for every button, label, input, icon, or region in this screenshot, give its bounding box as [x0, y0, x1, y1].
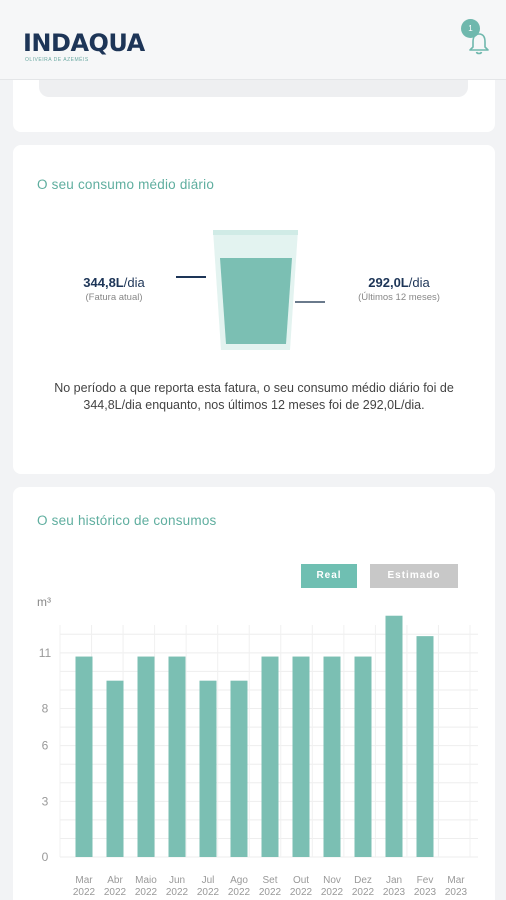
x-tick-year: 2022 [228, 887, 251, 898]
daily-consumption-title: O seu consumo médio diário [37, 177, 215, 192]
y-axis-label: m³ [37, 595, 51, 609]
previous-card [13, 80, 495, 132]
current-consumption-marker [176, 276, 206, 278]
y-tick-label: 0 [42, 850, 49, 864]
x-tick-month: Fev [417, 875, 434, 886]
average-consumption-marker [295, 301, 325, 303]
consumption-history-card: O seu histórico de consumos Real Estimad… [13, 487, 495, 900]
x-tick-year: 2022 [259, 887, 282, 898]
history-bar [292, 656, 310, 857]
x-tick-year: 2023 [383, 887, 406, 898]
x-tick-year: 2022 [197, 887, 220, 898]
current-consumption-label: (Fatura atual) [85, 292, 143, 303]
legend-estimated-button[interactable]: Estimado [370, 564, 458, 588]
current-consumption: 344,8L/dia (Fatura atual) [59, 275, 169, 303]
x-tick-year: 2022 [166, 887, 189, 898]
y-tick-label: 3 [42, 794, 49, 808]
y-tick-label: 11 [39, 646, 52, 660]
history-bar [323, 656, 341, 857]
consumption-history-title: O seu histórico de consumos [37, 513, 217, 528]
x-tick-month: Jan [386, 875, 402, 886]
x-tick-year: 2022 [321, 887, 344, 898]
x-tick-month: Ago [230, 875, 248, 886]
water-glass-icon [213, 230, 298, 350]
x-tick-year: 2023 [445, 887, 468, 898]
x-tick-month: Mar [447, 875, 465, 886]
x-tick-year: 2023 [414, 887, 437, 898]
x-tick-year: 2022 [135, 887, 158, 898]
history-bar [416, 636, 434, 857]
history-bar [75, 656, 93, 857]
history-bar [354, 656, 372, 857]
x-tick-year: 2022 [352, 887, 375, 898]
previous-card-panel [39, 80, 468, 97]
y-tick-label: 6 [42, 739, 49, 753]
history-bar [168, 656, 186, 857]
x-tick-month: Abr [107, 875, 123, 886]
x-tick-year: 2022 [104, 887, 127, 898]
x-tick-month: Mar [75, 875, 93, 886]
current-consumption-unit: /dia [123, 275, 145, 290]
y-tick-label: 8 [42, 702, 49, 716]
notification-badge: 1 [461, 19, 480, 38]
average-consumption-unit: /dia [408, 275, 430, 290]
indaqua-logo[interactable]: INDAQUA OLIVEIRA DE AZEMÉIS [23, 30, 145, 63]
consumption-description: No período a que reporta esta fatura, o … [54, 381, 454, 412]
x-tick-month: Maio [135, 875, 157, 886]
current-consumption-value: 344,8L [83, 275, 124, 290]
average-consumption: 292,0L/dia (Últimos 12 meses) [343, 275, 455, 303]
legend-real-button[interactable]: Real [301, 564, 357, 588]
x-tick-month: Nov [323, 875, 341, 886]
x-tick-month: Jun [169, 875, 185, 886]
x-tick-year: 2022 [73, 887, 96, 898]
history-bar [230, 680, 248, 857]
average-consumption-value: 292,0L [368, 275, 409, 290]
daily-consumption-card: O seu consumo médio diário 344,8L/dia (F… [13, 145, 495, 474]
history-bar [199, 680, 217, 857]
consumption-history-chart: m³036811Mar2022Abr2022Maio2022Jun2022Jul… [37, 595, 478, 898]
history-bar [261, 656, 279, 857]
average-consumption-label: (Últimos 12 meses) [358, 292, 440, 303]
history-bar [385, 615, 403, 857]
x-tick-month: Out [293, 875, 309, 886]
x-tick-month: Dez [354, 875, 372, 886]
history-bar [106, 680, 124, 857]
app-header: INDAQUA OLIVEIRA DE AZEMÉIS 1 [0, 0, 506, 80]
x-tick-year: 2022 [290, 887, 313, 898]
history-bar [137, 656, 155, 857]
logo-wordmark: INDAQUA [23, 29, 145, 57]
logo-tagline: OLIVEIRA DE AZEMÉIS [25, 57, 89, 63]
x-tick-month: Set [262, 875, 277, 886]
x-tick-month: Jul [202, 875, 215, 886]
